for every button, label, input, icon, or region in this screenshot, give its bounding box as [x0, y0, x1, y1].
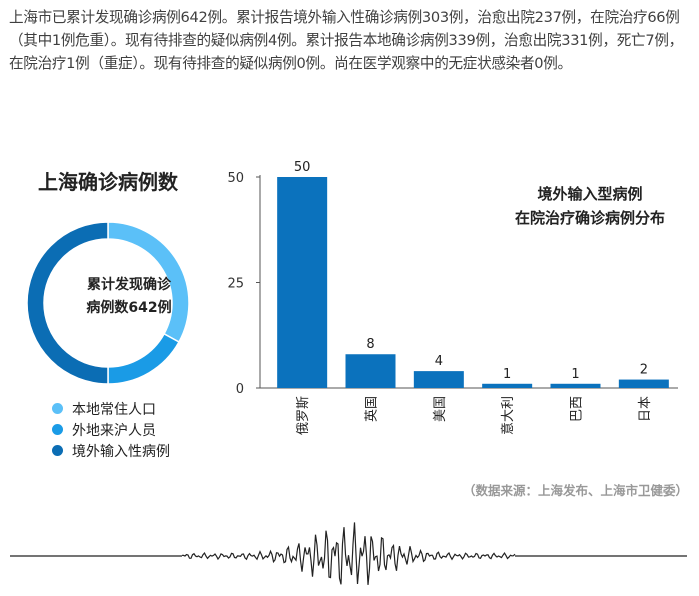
x-tick-label: 巴西: [570, 396, 585, 422]
waveform-decoration: [10, 522, 687, 585]
bar-value-label: 2: [640, 363, 648, 378]
bar-value-label: 50: [294, 160, 311, 175]
bar-chart-title: 境外输入型病例 在院治疗确诊病例分布: [500, 182, 680, 230]
legend-item-nonlocal: 外地来沪人员: [52, 419, 170, 440]
bar-value-label: 1: [503, 367, 511, 382]
y-tick-label: 50: [227, 171, 244, 186]
legend-dot-nonlocal: [52, 424, 63, 435]
summary-paragraph: 上海市已累计发现确诊病例642例。累计报告境外输入性确诊病例303例，治愈出院2…: [9, 9, 683, 72]
legend-label-nonlocal: 外地来沪人员: [72, 422, 156, 439]
donut-title: 上海确诊病例数: [38, 170, 178, 194]
bar-chart: 0 25 50 50 俄罗斯 8 英国 4 美国 1 意大利 1 巴西 2 日本: [227, 160, 678, 435]
y-tick-label: 25: [227, 277, 244, 292]
legend-label-imported: 境外输入性病例: [72, 443, 170, 460]
bar-value-label: 4: [435, 354, 443, 369]
x-tick-label: 日本: [638, 396, 653, 422]
donut-slice-2: [26, 221, 109, 385]
donut-center-line1: 累计发现确诊: [87, 277, 171, 293]
bar-0: [277, 177, 328, 388]
bar-value-label: 8: [366, 337, 374, 352]
x-tick-label: 意大利: [500, 396, 516, 435]
bar-title-line1: 境外输入型病例: [537, 185, 643, 203]
legend-dot-imported: [52, 445, 63, 456]
donut-chart: [26, 221, 190, 385]
bar-4: [550, 383, 601, 388]
y-tick-label: 0: [236, 382, 244, 397]
donut-center-line2: 病例数642例: [86, 300, 172, 316]
x-tick-label: 美国: [433, 396, 448, 422]
x-tick-label: 俄罗斯: [296, 396, 311, 435]
legend-dot-local: [52, 403, 63, 414]
bar-1: [345, 354, 396, 388]
x-tick-label: 英国: [365, 396, 380, 422]
bar-2: [413, 371, 464, 388]
data-source: （数据来源：上海发布、上海市卫健委）: [462, 483, 688, 498]
donut-center-label: 累计发现确诊 病例数642例: [56, 274, 202, 320]
legend-label-local: 本地常住人口: [72, 401, 156, 418]
bar-5: [618, 379, 669, 388]
donut-slice-1: [107, 332, 180, 385]
legend-item-imported: 境外输入性病例: [52, 440, 170, 461]
bar-value-label: 1: [571, 367, 579, 382]
donut-legend: 本地常住人口 外地来沪人员 境外输入性病例: [52, 398, 170, 461]
waveform: [181, 522, 516, 585]
bar-3: [482, 383, 533, 388]
legend-item-local: 本地常住人口: [52, 398, 170, 419]
bar-title-line2: 在院治疗确诊病例分布: [514, 209, 665, 227]
